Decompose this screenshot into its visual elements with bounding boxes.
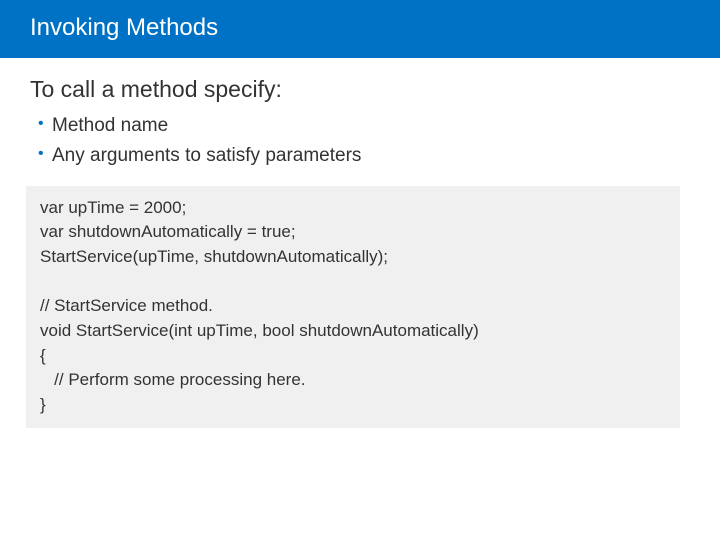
list-item: Any arguments to satisfy parameters — [52, 141, 690, 171]
bullet-list: Method name Any arguments to satisfy par… — [30, 111, 690, 172]
code-block: var upTime = 2000; var shutdownAutomatic… — [26, 186, 680, 428]
list-item: Method name — [52, 111, 690, 141]
slide-header: Invoking Methods — [0, 0, 720, 58]
intro-text: To call a method specify: — [30, 76, 690, 103]
slide-content: To call a method specify: Method name An… — [0, 58, 720, 428]
slide-title: Invoking Methods — [30, 14, 218, 41]
